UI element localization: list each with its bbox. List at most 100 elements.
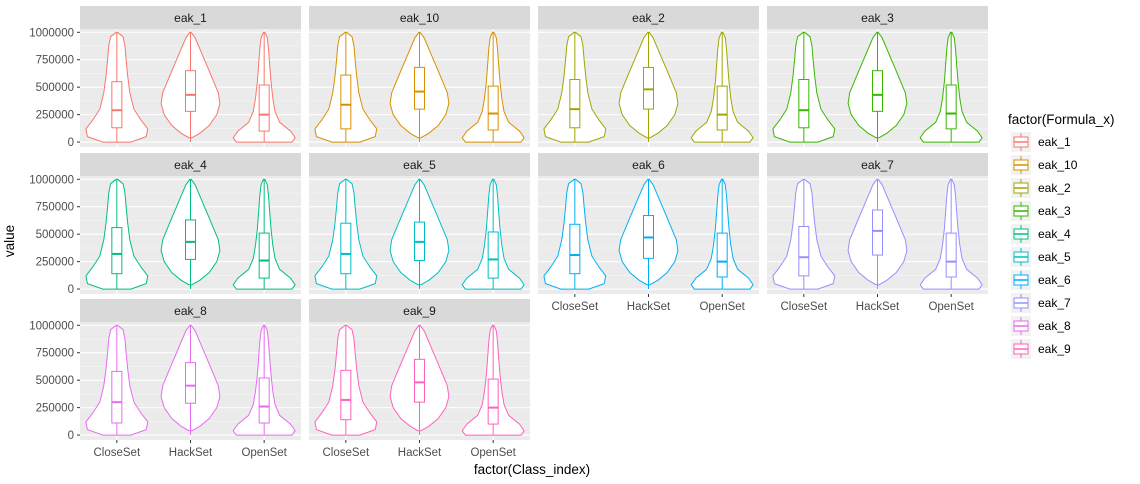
facet-strip-label: eak_8	[174, 304, 207, 318]
x-tick-label: OpenSet	[241, 447, 287, 459]
legend-entry-eak_8: eak_8	[1011, 316, 1071, 336]
y-axis-title: value	[2, 225, 17, 257]
y-tick-label: 250000	[36, 257, 74, 269]
facet-strip	[80, 6, 301, 29]
facet-panel-eak_8: eak_8 0 250000 500000 750000 1000000 CloseSet H…	[29, 299, 301, 459]
facet-panel-eak_5: eak_5	[309, 153, 530, 294]
x-tick-label: CloseSet	[322, 447, 369, 459]
box-OpenSet	[716, 232, 728, 278]
box-HackSet	[414, 66, 425, 110]
box-CloseSet	[340, 222, 352, 275]
box-OpenSet	[487, 378, 499, 425]
y-tick-label: 750000	[36, 55, 74, 67]
y-tick-label: 750000	[36, 348, 74, 360]
box-OpenSet	[945, 84, 957, 130]
facet-strip-label: eak_1	[174, 11, 207, 25]
y-tick-label: 250000	[36, 110, 74, 122]
y-tick-label: 500000	[36, 375, 74, 387]
box-CloseSet	[569, 78, 581, 129]
facet-strip	[309, 299, 530, 322]
box-HackSet	[872, 70, 883, 112]
facet-strip	[767, 153, 988, 176]
legend-label: eak_8	[1038, 319, 1071, 333]
box-HackSet	[643, 66, 654, 110]
box-CloseSet	[569, 223, 581, 275]
legend-label: eak_4	[1038, 227, 1071, 241]
x-tick-label: OpenSet	[470, 447, 516, 459]
box-HackSet	[185, 70, 196, 112]
legend-label: eak_2	[1038, 181, 1071, 195]
facet-panel-eak_9: eak_9 CloseSet HackSet OpenSet	[309, 299, 530, 459]
legend-entry-eak_2: eak_2	[1011, 178, 1071, 198]
facet-strip	[80, 299, 301, 322]
facet-strip	[538, 6, 759, 29]
box-HackSet	[872, 209, 883, 256]
y-tick-label: 1000000	[29, 320, 74, 332]
legend-entry-eak_6: eak_6	[1011, 270, 1071, 290]
facet-strip-label: eak_7	[861, 158, 894, 172]
x-tick-label: HackSet	[856, 301, 900, 313]
facet-panel-eak_3: eak_3	[767, 6, 988, 147]
facet-strip-label: eak_3	[861, 11, 894, 25]
legend-entry-eak_9: eak_9	[1011, 339, 1071, 359]
x-tick-label: CloseSet	[780, 301, 827, 313]
y-tick-label: 250000	[36, 403, 74, 415]
box-HackSet	[185, 219, 196, 260]
box-OpenSet	[487, 85, 499, 131]
legend-label: eak_6	[1038, 273, 1071, 287]
y-tick-label: 750000	[36, 202, 74, 214]
y-tick-label: 1000000	[29, 174, 74, 186]
legend-label: eak_1	[1038, 135, 1071, 149]
box-CloseSet	[111, 227, 123, 275]
box-OpenSet	[945, 232, 957, 278]
facet-panel-eak_2: eak_2	[538, 6, 759, 147]
x-tick-label: OpenSet	[928, 301, 974, 313]
box-OpenSet	[258, 232, 270, 279]
y-tick-label: 0	[68, 284, 74, 296]
facet-strip	[309, 6, 530, 29]
legend-label: eak_7	[1038, 296, 1071, 310]
facet-panel-eak_1: eak_1 0 250000 500000 750000 1000000	[29, 6, 301, 149]
legend-label: eak_10	[1038, 158, 1078, 172]
facet-strip	[80, 153, 301, 176]
y-tick-label: 1000000	[29, 27, 74, 39]
box-OpenSet	[716, 85, 728, 131]
box-CloseSet	[111, 81, 123, 129]
facet-strip-label: eak_10	[400, 11, 440, 25]
facet-strip-label: eak_2	[632, 11, 665, 25]
legend-label: eak_9	[1038, 342, 1071, 356]
box-OpenSet	[487, 231, 499, 279]
legend-entry-eak_4: eak_4	[1011, 224, 1071, 244]
x-tick-label: CloseSet	[93, 447, 140, 459]
legend-entry-eak_3: eak_3	[1011, 201, 1071, 221]
box-OpenSet	[258, 377, 270, 424]
legend: factor(Formula_x) eak_1 eak_10 eak_2 eak_3ea…	[1008, 112, 1115, 359]
facet-panel-eak_4: eak_4 0 250000 500000 750000 1000000	[29, 153, 301, 296]
facet-panel-eak_7: eak_7 CloseSet HackSet OpenSet	[767, 153, 988, 313]
legend-entry-eak_10: eak_10	[1011, 155, 1078, 175]
box-CloseSet	[798, 225, 810, 277]
legend-label: eak_3	[1038, 204, 1071, 218]
y-tick-label: 0	[68, 430, 74, 442]
x-axis-title: factor(Class_index)	[474, 462, 590, 477]
facet-strip	[538, 153, 759, 176]
facet-strip	[767, 6, 988, 29]
box-CloseSet	[111, 370, 123, 424]
x-tick-label: HackSet	[398, 447, 442, 459]
box-CloseSet	[340, 74, 352, 130]
x-tick-label: HackSet	[169, 447, 213, 459]
facet-panel-eak_10: eak_10	[309, 6, 530, 147]
y-tick-label: 500000	[36, 82, 74, 94]
x-tick-label: CloseSet	[551, 301, 598, 313]
box-HackSet	[414, 358, 425, 403]
x-tick-label: OpenSet	[699, 301, 745, 313]
facet-strip-label: eak_4	[174, 158, 207, 172]
facet-strip	[309, 153, 530, 176]
facet-strip-label: eak_9	[403, 304, 436, 318]
y-tick-label: 0	[68, 137, 74, 149]
facet-strip-label: eak_5	[403, 158, 436, 172]
legend-title: factor(Formula_x)	[1008, 112, 1115, 127]
box-HackSet	[185, 362, 196, 404]
